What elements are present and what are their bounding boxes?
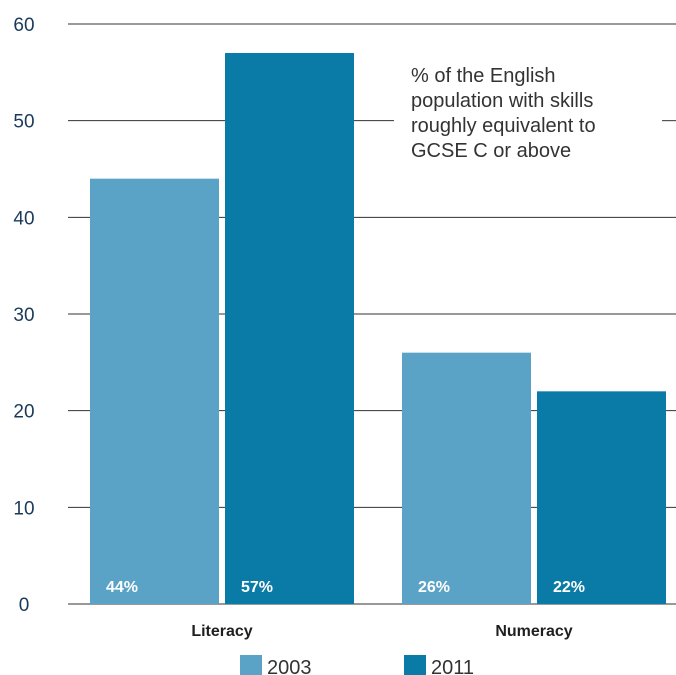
annotation-line: % of the English [411, 65, 556, 87]
bar-2011-numeracy [537, 391, 666, 604]
annotation-line: population with skills [411, 90, 593, 112]
bars [90, 53, 666, 604]
y-tick-label: 40 [13, 208, 34, 229]
bar-value-label: 26% [418, 579, 450, 596]
y-tick-label: 60 [13, 15, 34, 36]
y-tick-label: 10 [13, 498, 34, 519]
bar-value-label: 57% [241, 579, 273, 596]
annotation-line: GCSE C or above [411, 140, 571, 162]
legend: 2003 2011 [240, 655, 474, 675]
bar-2003-numeracy [402, 352, 531, 604]
legend-label: 2011 [431, 657, 474, 675]
y-tick-label: 50 [13, 112, 34, 133]
legend-swatch-2011 [404, 655, 426, 675]
legend-label: 2003 [267, 657, 312, 675]
y-tick-label: 20 [13, 402, 34, 423]
y-tick-label: 0 [19, 595, 30, 616]
y-axis-ticks: 0 10 20 30 40 50 60 [13, 15, 34, 616]
x-axis-categories: Literacy Numeracy [191, 623, 572, 640]
bar-2011-literacy [225, 53, 354, 604]
bar-value-label: 22% [553, 579, 585, 596]
bar-2003-literacy [90, 178, 219, 604]
annotation-text: % of the English population with skills ro… [411, 65, 596, 162]
x-category-label: Literacy [191, 623, 252, 640]
legend-swatch-2003 [240, 655, 262, 675]
bar-value-labels: 44% 57% 26% 22% [106, 579, 585, 596]
y-tick-label: 30 [13, 305, 34, 326]
x-category-label: Numeracy [495, 623, 572, 640]
bar-value-label: 44% [106, 579, 138, 596]
annotation-line: roughly equivalent to [411, 115, 596, 137]
